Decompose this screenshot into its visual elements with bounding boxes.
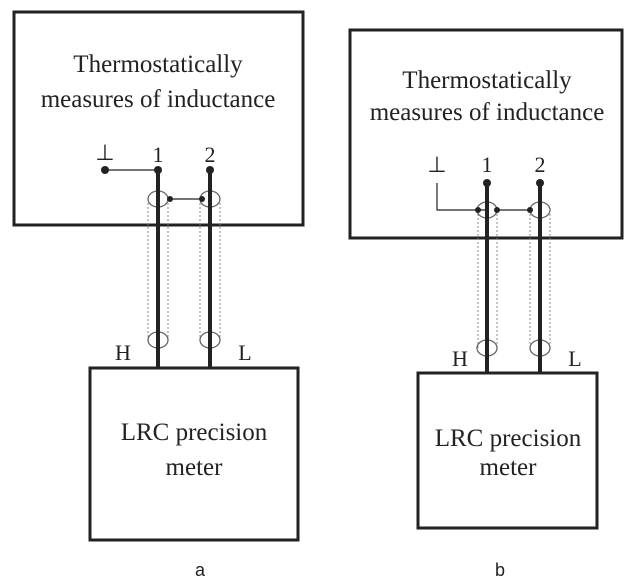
pin-label: 2: [205, 142, 216, 167]
node: [167, 196, 173, 202]
lead-label: L: [238, 340, 251, 365]
bottom-box-line: meter: [166, 454, 224, 481]
node: [527, 207, 533, 213]
pin-label: 1: [153, 142, 164, 167]
bottom-box-line: LRC precision: [435, 425, 582, 452]
panel-b: Thermostatically measures of inductance …: [348, 28, 624, 580]
pin-label: 2: [535, 152, 546, 177]
node: [101, 166, 109, 174]
caption: b: [495, 560, 505, 580]
bottom-box-line: LRC precision: [121, 419, 268, 446]
panel-a: Thermostatically measures of inductance …: [12, 10, 305, 580]
ground-symbol: ⊥: [95, 140, 114, 165]
lead-label: H: [115, 340, 131, 365]
ground-wire: [436, 183, 487, 211]
top-box-line: Thermostatically: [73, 51, 243, 78]
lead-label: L: [568, 346, 581, 371]
bottom-box: [88, 366, 300, 542]
top-box-line: measures of inductance: [41, 86, 276, 113]
ground-symbol: ⊥: [427, 152, 446, 177]
node: [494, 207, 500, 213]
top-box-line: measures of inductance: [370, 99, 605, 126]
node: [475, 207, 481, 213]
top-box-line: Thermostatically: [402, 67, 572, 94]
pin-label: 1: [482, 152, 493, 177]
caption: a: [195, 560, 206, 580]
bottom-box-line: meter: [480, 454, 538, 481]
bottom-box: [416, 371, 599, 530]
node: [199, 196, 205, 202]
lead-label: H: [452, 346, 468, 371]
